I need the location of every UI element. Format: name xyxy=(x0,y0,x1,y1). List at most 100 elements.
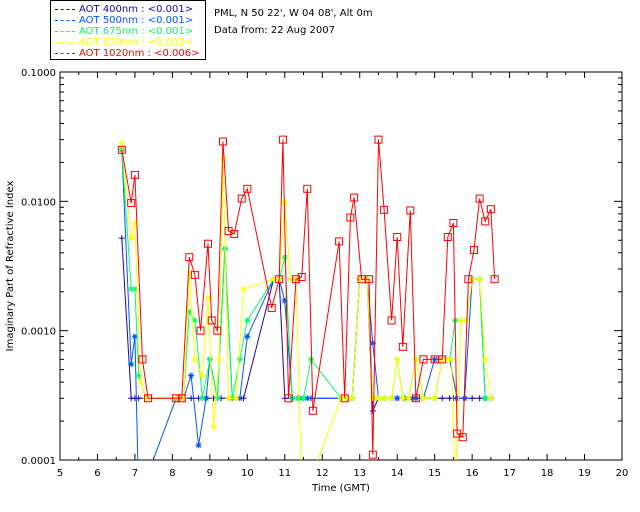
data-point xyxy=(469,395,476,402)
data-point xyxy=(439,395,446,402)
x-tick-label: 18 xyxy=(541,468,554,479)
data-point xyxy=(128,285,135,292)
data-point xyxy=(278,135,287,144)
data-point xyxy=(131,333,138,340)
x-tick-label: 8 xyxy=(169,468,175,479)
legend-entry: AOT 870nm : <0.002> xyxy=(55,37,205,48)
data-point xyxy=(292,275,301,284)
data-point xyxy=(281,254,288,261)
series-line xyxy=(121,143,492,460)
data-point xyxy=(186,308,193,315)
data-point xyxy=(131,219,138,226)
data-point xyxy=(267,303,276,312)
data-point xyxy=(177,394,186,403)
data-point xyxy=(281,199,288,206)
x-tick-label: 19 xyxy=(578,468,591,479)
data-point xyxy=(281,297,288,304)
data-point xyxy=(118,235,125,242)
legend-entry: AOT 500nm : <0.001> xyxy=(55,15,205,26)
data-point xyxy=(230,229,239,238)
data-point xyxy=(143,395,150,402)
data-point xyxy=(308,406,317,415)
data-point xyxy=(172,394,181,403)
data-point xyxy=(335,237,344,246)
data-point xyxy=(399,395,406,402)
legend-line-1020 xyxy=(55,53,75,54)
data-point xyxy=(190,270,199,279)
data-point xyxy=(365,275,374,284)
data-point xyxy=(340,394,349,403)
data-point xyxy=(369,395,376,402)
chart-axes: 5 6 7 8 9 10 11 12 13 14 15 16 17 18 19 20 0.0001 0.0010 0… xyxy=(21,68,628,479)
data-point xyxy=(438,355,447,364)
series-0 xyxy=(118,235,494,414)
data-point xyxy=(131,285,138,292)
data-point xyxy=(303,184,312,193)
data-point xyxy=(206,356,213,363)
data-point xyxy=(188,372,195,379)
site-location: PML, N 50 22', W 04 08', Alt 0m xyxy=(214,8,373,19)
x-tick-label: 15 xyxy=(428,468,441,479)
data-point xyxy=(304,395,311,402)
data-point xyxy=(475,194,484,203)
data-point xyxy=(236,356,243,363)
data-point xyxy=(297,272,306,281)
series-4 xyxy=(117,135,499,459)
data-point xyxy=(137,379,144,386)
data-point xyxy=(236,395,243,402)
data-point xyxy=(375,395,382,402)
data-point xyxy=(213,326,222,335)
chart-series-layer xyxy=(117,135,499,492)
data-point xyxy=(394,395,401,402)
data-point xyxy=(346,213,355,222)
data-point xyxy=(199,372,206,379)
data-point xyxy=(380,205,389,214)
x-tick-label: 6 xyxy=(94,468,100,479)
data-point xyxy=(304,486,310,492)
data-point xyxy=(457,317,464,324)
y-tick-label: 0.0100 xyxy=(21,197,56,208)
data-point xyxy=(210,423,217,430)
data-point xyxy=(476,395,483,402)
x-axis-label: Time (GMT) xyxy=(311,483,370,494)
data-point xyxy=(406,206,415,215)
data-point xyxy=(369,407,376,414)
data-point xyxy=(275,275,284,284)
data-point xyxy=(244,333,251,340)
x-tick-label: 11 xyxy=(278,468,291,479)
legend-label-500: AOT 500nm : <0.001> xyxy=(79,15,194,26)
data-point xyxy=(287,276,294,283)
data-point xyxy=(224,226,233,235)
y-tick-label: 0.0010 xyxy=(21,327,56,338)
data-point xyxy=(203,395,210,402)
legend-line-870 xyxy=(55,42,75,43)
y-axis-label: Imaginary Part of Refractive Index xyxy=(5,181,16,352)
data-point xyxy=(218,137,227,146)
legend-label-400: AOT 400nm : <0.001> xyxy=(79,4,194,15)
data-point xyxy=(374,135,383,144)
data-point xyxy=(299,486,305,492)
data-point xyxy=(186,269,193,276)
data-point xyxy=(199,395,206,402)
data-point xyxy=(191,356,198,363)
data-point xyxy=(420,395,427,402)
data-point xyxy=(449,218,458,227)
data-point xyxy=(387,316,396,325)
legend-label-1020: AOT 1020nm : <0.006> xyxy=(79,48,200,59)
data-point xyxy=(117,145,126,154)
x-tick-label: 16 xyxy=(466,468,479,479)
data-point xyxy=(118,140,125,147)
data-point xyxy=(368,450,377,459)
data-point xyxy=(128,361,135,368)
legend-label-675: AOT 675nm : <0.001> xyxy=(79,26,194,37)
data-point xyxy=(458,433,467,442)
data-point xyxy=(470,246,479,255)
x-tick-label: 5 xyxy=(57,468,63,479)
x-tick-label: 9 xyxy=(207,468,213,479)
data-point xyxy=(196,326,205,335)
x-tick-label: 20 xyxy=(616,468,629,479)
data-date: Data from: 22 Aug 2007 xyxy=(214,25,335,36)
data-point xyxy=(284,394,293,403)
data-point xyxy=(237,194,246,203)
